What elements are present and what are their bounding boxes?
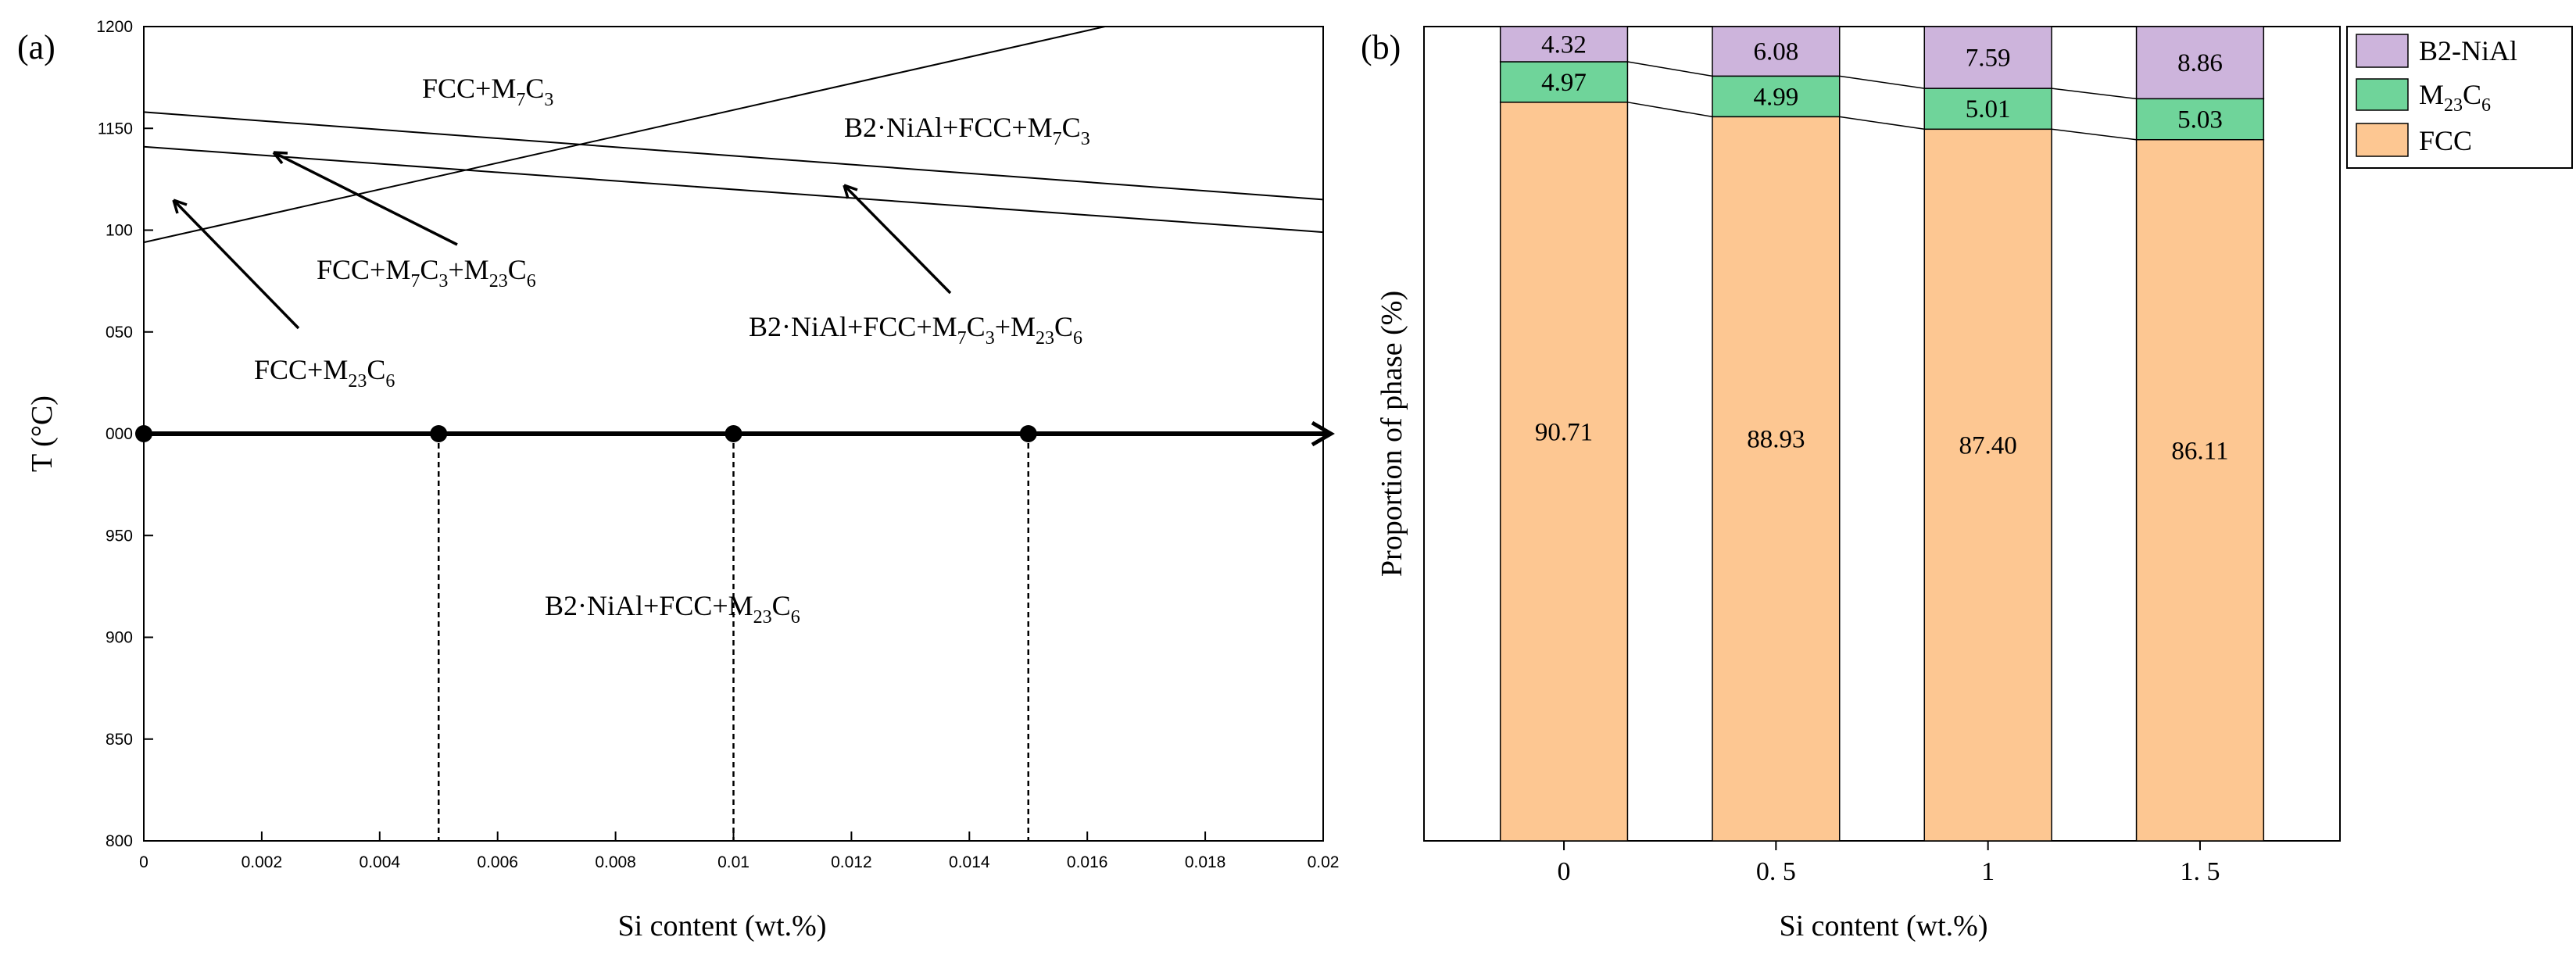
y-tick-label: 100 [106,222,133,240]
x-tick-label: 0.01 [717,853,750,871]
x-tick-label: 1. 5 [2180,857,2220,886]
data-label: 4.32 [1541,31,1587,59]
y-tick-label: 1200 [96,18,133,36]
data-label: 7.59 [1966,45,2011,73]
data-label: 86.11 [2171,437,2228,465]
series-connector-line [2051,88,2137,100]
panel-b-ticks: 0 0. 5 1 1. 5 [1558,841,2220,886]
panel-a-ticks: 0 0.002 0.004 0.006 0.008 0.01 0.012 0.014 0.016… [96,18,1339,871]
x-tick-label: 0.004 [360,853,401,871]
reference-point [1019,425,1037,442]
reference-point [135,425,152,442]
x-tick-label: 0.002 [242,853,283,871]
region-label-fcc-m7c3: FCC+M7C3 [422,73,553,110]
legend-label-b2-nial: B2-NiAl [2419,35,2517,66]
panel-a-reference [135,420,1335,841]
y-tick-label: 1150 [98,120,133,138]
data-label: 5.01 [1966,95,2011,123]
x-tick-label: 0.02 [1308,853,1340,871]
bar-segment-m23c6 [1923,88,2052,131]
panel-a-label: (a) [17,28,55,66]
panel-b-label: (b) [1361,28,1401,66]
region-label-fcc-m7c3-m23c6: FCC+M7C3+M23C6 [317,254,536,291]
bar-segment-b2-nial [1499,26,1629,63]
panel-b-connectors [1627,61,2137,141]
y-tick-label: 850 [106,731,133,749]
reference-arrowhead [1311,420,1335,447]
legend-swatch-m23c6 [2356,78,2409,111]
bar-segment-b2-nial [2135,26,2265,100]
y-tick-label: 900 [106,629,133,647]
arrow-b2-fcc-m7c3-m23c6 [843,184,952,295]
x-tick-label: 0 [1558,857,1571,886]
legend-label-fcc: FCC [2419,125,2472,156]
panel-b-xlabel: Si content (wt.%) [1779,910,1987,942]
bar-segment-b2-nial [1712,26,1841,77]
annotation-arrows [172,151,952,330]
panel-b-frame [1423,26,2341,842]
region-label-b2-fcc-m7c3: B2·NiAl+FCC+M7C3 [844,112,1090,149]
data-label: 88.93 [1747,426,1805,454]
bar-segment-m23c6 [1499,61,1629,103]
arrow-fcc-m23c6 [172,198,300,330]
legend-swatch-b2-nial [2356,34,2409,68]
y-tick-label: 000 [106,425,133,443]
x-tick-label: 0.018 [1185,853,1226,871]
bar-segment-fcc [2135,138,2265,842]
data-label: 90.71 [1535,418,1593,446]
x-tick-label: 0.006 [477,853,518,871]
data-label: 6.08 [1753,38,1798,66]
data-label: 4.99 [1753,83,1798,111]
data-label: 4.97 [1541,69,1587,97]
reference-point [724,425,742,442]
x-tick-label: 0.008 [595,853,636,871]
y-tick-label: 950 [106,527,133,545]
panel-a-lines [143,26,1324,244]
x-tick-label: 0.012 [831,853,872,871]
y-tick-label: 050 [106,324,133,342]
bar-segment-fcc [1923,128,2052,842]
bar-segment-fcc [1499,102,1629,842]
legend-swatch-fcc [2356,123,2409,157]
x-tick-label: 0.016 [1067,853,1108,871]
region-label-fcc-m23c6: FCC+M23C6 [254,354,395,392]
panel-a-xlabel: Si content (wt.%) [617,910,826,942]
panel-b: (b) 90.71 4.97 4.32 88.93 4.99 6.08 87.40 5.01 7… [1361,26,2573,942]
series-connector-line [1839,116,1925,131]
panel-b-ylabel: Proportion of phase (%) [1376,291,1408,577]
x-tick-label: 0. 5 [1756,857,1796,886]
phase-boundary-line [143,111,1324,201]
legend: B2-NiAl M23C6 FCC [2346,26,2573,169]
legend-label-m23c6: M23C6 [2419,79,2491,116]
data-label: 87.40 [1959,432,2017,460]
bar-segment-fcc [1712,116,1841,842]
bar-segment-m23c6 [2135,98,2265,141]
bar-segment-m23c6 [1712,75,1841,118]
panel-a-ylabel: T (°C) [26,395,59,472]
panel-b-bars: 90.71 4.97 4.32 88.93 4.99 6.08 87.40 5.01 7.59 8… [1499,26,2265,842]
reference-point [430,425,448,442]
phase-boundary-line [143,145,1324,234]
y-tick-label: 800 [106,832,133,850]
x-tick-label: 0.014 [949,853,990,871]
panel-a: (a) 0 0.002 0.004 0.006 0.008 0.01 0.012 0.014 0… [17,18,1339,942]
series-connector-line [2051,128,2137,141]
bar-segment-b2-nial [1923,26,2052,89]
series-connector-line [1627,61,1713,77]
arrow-fcc-m7c3-m23c6 [273,151,458,246]
data-label: 8.86 [2177,49,2223,77]
series-connector-line [1627,102,1713,118]
series-connector-line [1839,75,1925,89]
region-label-b2-fcc-m23c6: B2·NiAl+FCC+M23C6 [545,590,800,628]
x-tick-label: 0 [139,853,148,871]
x-tick-label: 1 [1981,857,1995,886]
region-label-b2-fcc-m7c3-m23c6: B2·NiAl+FCC+M7C3+M23C6 [749,311,1082,349]
data-label: 5.03 [2177,106,2223,134]
phase-boundary-line [143,26,1106,244]
